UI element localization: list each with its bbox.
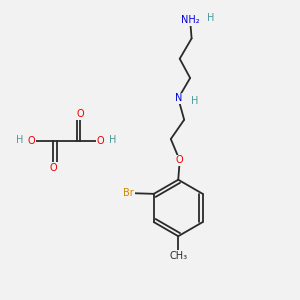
Text: NH₂: NH₂ bbox=[181, 15, 200, 25]
Text: O: O bbox=[50, 163, 57, 173]
Text: CH₃: CH₃ bbox=[169, 250, 187, 260]
Text: O: O bbox=[28, 136, 35, 146]
Text: Br: Br bbox=[123, 188, 134, 198]
Text: H: H bbox=[207, 13, 214, 23]
Text: O: O bbox=[76, 109, 84, 119]
Text: N: N bbox=[175, 93, 182, 103]
Text: O: O bbox=[176, 155, 184, 165]
Text: H: H bbox=[16, 136, 23, 146]
Text: O: O bbox=[97, 136, 104, 146]
Text: H: H bbox=[109, 136, 116, 146]
Text: H: H bbox=[191, 96, 198, 106]
